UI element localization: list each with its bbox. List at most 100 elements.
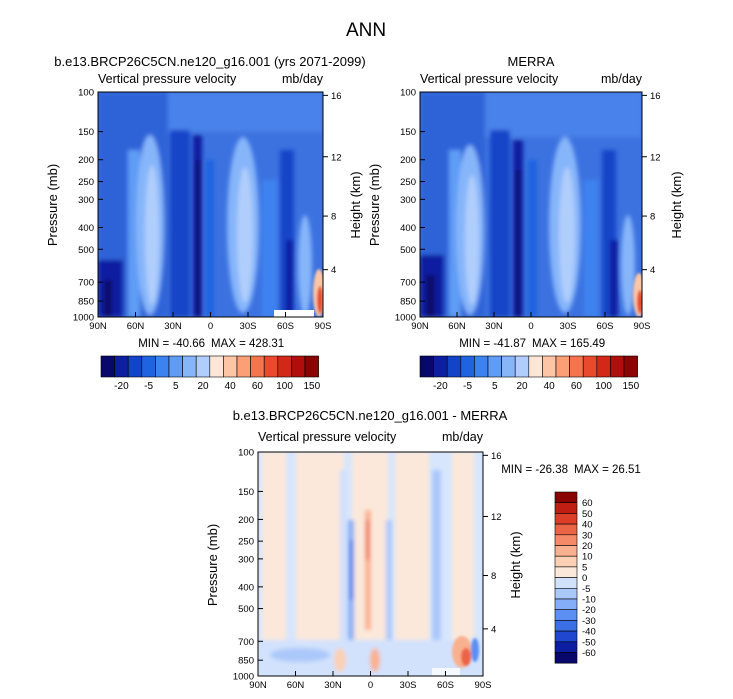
colorbar-swatch — [623, 355, 638, 378]
figure-title: ANN — [346, 20, 386, 41]
colorbar-swatch — [182, 355, 197, 378]
colorbar-swatch — [277, 355, 292, 378]
panel-model-left-string: Vertical pressure velocity — [98, 72, 237, 86]
pressure-tick-label: 200 — [400, 155, 416, 166]
pressure-tick-label: 200 — [238, 515, 254, 526]
colorbar-swatch — [542, 355, 557, 378]
colorbar-swatch — [554, 513, 578, 525]
pressure-tick-label: 150 — [78, 127, 94, 138]
colorbar-label: 150 — [303, 381, 320, 392]
height-tick-label: 16 — [491, 451, 502, 462]
colorbar-swatch — [554, 555, 578, 568]
panel-diff-min-label: MIN = -26.38 — [501, 464, 568, 476]
panel-diff-max-label: MAX = 26.51 — [574, 464, 641, 476]
colorbar-swatch — [554, 609, 578, 621]
panel-model-ylabel: Pressure (mb) — [45, 164, 60, 246]
colorbar-swatch — [263, 355, 279, 378]
latitude-tick-label: 60N — [127, 321, 145, 332]
latitude-tick-label: 90N — [411, 321, 429, 332]
latitude-tick-label: 90N — [89, 321, 107, 332]
colorbar-swatch — [554, 534, 578, 546]
pressure-tick-label: 1000 — [73, 313, 94, 324]
colorbar-swatch — [554, 598, 578, 610]
height-tick-label: 16 — [331, 91, 342, 102]
colorbar-swatch — [155, 355, 170, 378]
colorbar-label: 30 — [582, 530, 593, 541]
colorbar-swatch — [569, 355, 584, 378]
panel-obs-ylabel-right: Height (km) — [669, 171, 684, 238]
latitude-tick-label: 0 — [368, 680, 373, 691]
latitude-tick-label: 30S — [240, 321, 257, 332]
colorbar-swatch — [304, 355, 319, 378]
panel-model-pressure-axis: 100 150 200 250 300 400 500 700 850 1000 — [73, 88, 103, 324]
pressure-tick-label: 300 — [78, 195, 94, 206]
panel-obs-left-string: Vertical pressure velocity — [420, 72, 559, 86]
colorbar-swatch — [433, 355, 448, 378]
colorbar-swatch — [127, 355, 143, 378]
colorbar-swatch — [291, 355, 306, 378]
colorbar-label: 5 — [492, 381, 498, 392]
colorbar-swatch — [446, 355, 462, 378]
colorbar-label: 60 — [571, 381, 583, 392]
colorbar-swatch — [554, 620, 578, 632]
colorbar-label: -5 — [144, 381, 153, 392]
height-tick-label: 8 — [650, 212, 655, 223]
pressure-tick-label: 500 — [400, 245, 416, 256]
panel-diff-latitude-axis: 90N 60N 30N 0 30S 60S 90S — [249, 671, 491, 691]
pressure-tick-label: 400 — [400, 223, 416, 234]
panel-obs-title: MERRA — [508, 54, 555, 69]
colorbar-label: 5 — [582, 562, 587, 573]
colorbar-label: 150 — [622, 381, 639, 392]
colorbar-swatch — [419, 355, 434, 378]
colorbar-swatch — [514, 355, 530, 378]
latitude-tick-label: 30S — [560, 321, 577, 332]
panel-diff-field — [258, 452, 483, 676]
panel-model-max-label: MAX = 428.31 — [211, 338, 284, 350]
colorbar-label: 0 — [582, 573, 587, 584]
pressure-tick-label: 250 — [400, 177, 416, 188]
colorbar-label: 40 — [225, 381, 237, 392]
panel-obs-ylabel: Pressure (mb) — [367, 164, 382, 246]
colorbar-swatch — [554, 545, 578, 557]
height-tick-label: 8 — [491, 571, 496, 582]
colorbar-swatch — [250, 355, 265, 378]
pressure-tick-label: 300 — [238, 554, 254, 565]
panel-diff-units: mb/day — [442, 430, 484, 444]
panel-diff-height-axis: 16 12 8 4 — [483, 451, 502, 635]
panel-model-height-axis: 16 12 8 4 — [323, 91, 342, 276]
colorbar-swatch — [236, 355, 251, 378]
pressure-tick-label: 700 — [400, 278, 416, 289]
colorbar-swatch — [554, 523, 578, 536]
colorbar-swatch — [554, 577, 578, 589]
pressure-tick-label: 700 — [78, 278, 94, 289]
panel-model-colorbar: -20 -5 5 20 40 60 100 150 — [100, 355, 321, 392]
panel-model-ylabel-right: Height (km) — [348, 171, 363, 238]
latitude-tick-label: 90N — [249, 680, 267, 691]
colorbar-label: -5 — [463, 381, 472, 392]
latitude-tick-label: 60S — [277, 321, 294, 332]
colorbar-swatch — [554, 641, 578, 653]
panel-diff: b.e13.BRCP26C5CN.ne120_g16.001 - MERRA V… — [205, 408, 641, 691]
panel-obs-units: mb/day — [601, 72, 643, 86]
panel-obs-height-axis: 16 12 8 4 — [642, 91, 661, 276]
colorbar-swatch — [100, 355, 115, 378]
colorbar-label: 40 — [582, 520, 593, 531]
panel-model-min-label: MIN = -40.66 — [138, 338, 205, 350]
colorbar-swatch — [223, 355, 238, 378]
pressure-tick-label: 200 — [78, 155, 94, 166]
panel-obs-pressure-axis: 100 150 200 250 300 400 500 700 850 1000 — [395, 88, 425, 324]
latitude-tick-label: 30N — [324, 680, 342, 691]
latitude-tick-label: 60N — [287, 680, 305, 691]
panel-diff-left-string: Vertical pressure velocity — [258, 430, 397, 444]
panel-diff-title: b.e13.BRCP26C5CN.ne120_g16.001 - MERRA — [233, 408, 508, 423]
height-tick-label: 4 — [650, 265, 655, 276]
colorbar-label: 40 — [544, 381, 556, 392]
colorbar-swatch — [487, 355, 502, 378]
latitude-tick-label: 60S — [437, 680, 454, 691]
height-tick-label: 12 — [331, 152, 342, 163]
latitude-tick-label: 0 — [208, 321, 213, 332]
colorbar-swatch — [209, 355, 224, 378]
colorbar-label: 60 — [252, 381, 264, 392]
